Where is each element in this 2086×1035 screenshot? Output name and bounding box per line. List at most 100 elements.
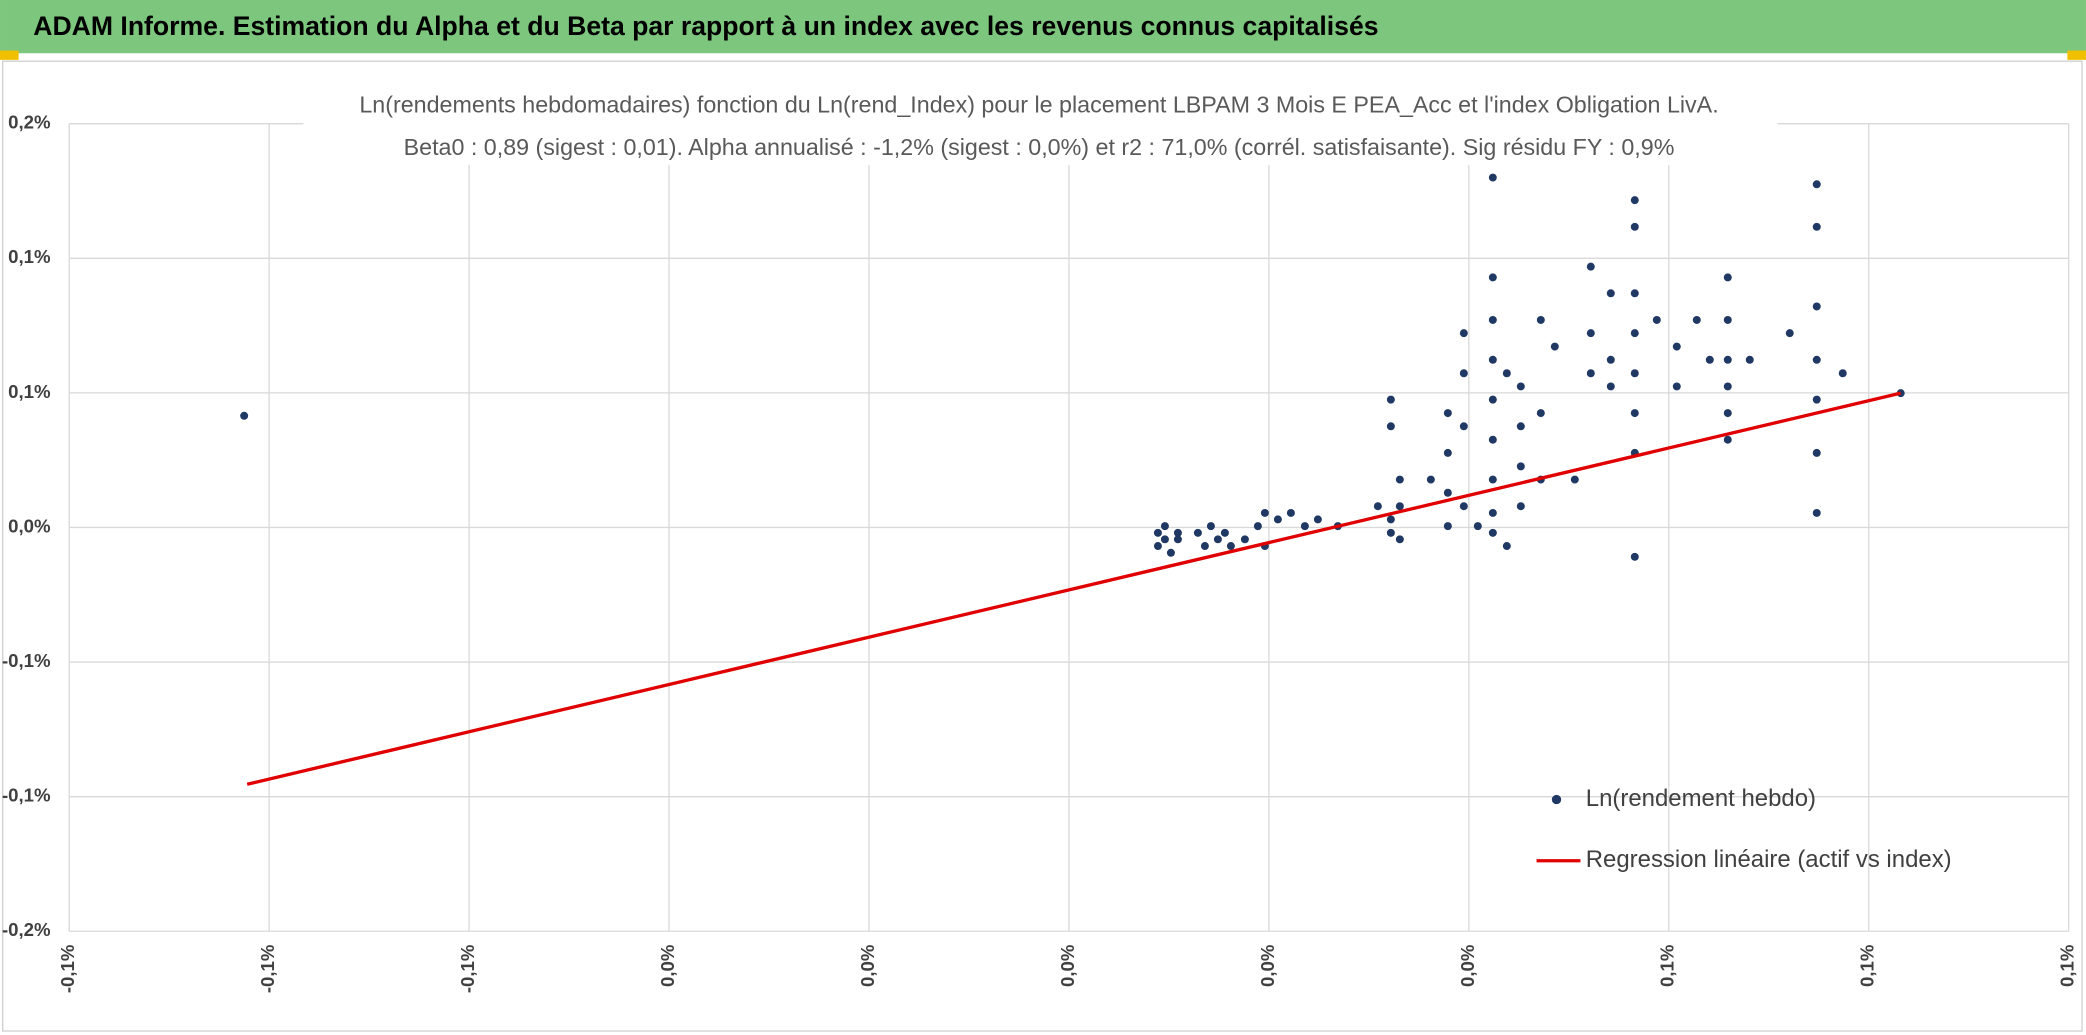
scatter-point xyxy=(1606,355,1615,364)
y-tick-label: 0,1% xyxy=(8,246,51,267)
scatter-point xyxy=(1488,315,1497,324)
scatter-point xyxy=(1812,508,1821,517)
y-tick-label: 0,0% xyxy=(8,515,51,536)
scatter-point xyxy=(1812,180,1821,189)
scatter-point xyxy=(1488,173,1497,182)
x-tick-label: 0,0% xyxy=(1457,944,1478,987)
x-tick-label: 0,1% xyxy=(1857,944,1878,987)
scatter-point xyxy=(240,411,249,420)
scatter-point xyxy=(1630,409,1639,418)
scatter-point xyxy=(1723,315,1732,324)
scatter-point xyxy=(1838,369,1847,378)
scatter-point xyxy=(1160,535,1169,544)
scatter-point xyxy=(1260,508,1269,517)
scatter-point xyxy=(1723,435,1732,444)
chart-subtitle: Beta0 : 0,89 (sigest : 0,01). Alpha annu… xyxy=(404,134,1675,160)
title-background xyxy=(303,87,1778,165)
scatter-point xyxy=(1173,528,1182,537)
scatter-point xyxy=(1459,369,1468,378)
scatter-point xyxy=(1502,369,1511,378)
legend-label: Regression linéaire (actif vs index) xyxy=(1586,846,1952,873)
scatter-point xyxy=(1536,409,1545,418)
scatter-point xyxy=(1426,475,1435,484)
x-tick-label: -0,1% xyxy=(257,944,278,993)
x-tick-label: -0,1% xyxy=(457,944,478,993)
scatter-point xyxy=(1488,395,1497,404)
line-series xyxy=(246,391,1902,786)
scatter-point xyxy=(1488,355,1497,364)
scatter-point xyxy=(1373,502,1382,511)
x-tick-label: 0,0% xyxy=(857,944,878,987)
scatter-point xyxy=(1395,535,1404,544)
x-tick-label: 0,0% xyxy=(1257,944,1278,987)
scatter-point xyxy=(1395,502,1404,511)
scatter-point xyxy=(1812,355,1821,364)
scatter-point xyxy=(1166,548,1175,557)
scatter-point xyxy=(1630,552,1639,561)
scatter-point xyxy=(1443,522,1452,531)
scatter-point xyxy=(1386,422,1395,431)
scatter-point xyxy=(1812,302,1821,311)
scatter-point xyxy=(1570,475,1579,484)
scatter-point xyxy=(1692,315,1701,324)
scatter-point xyxy=(1630,196,1639,205)
scatter-point xyxy=(1606,382,1615,391)
y-tick-label: -0,1% xyxy=(2,785,51,806)
scatter-point xyxy=(1488,435,1497,444)
scatter-point xyxy=(1652,315,1661,324)
scatter-point xyxy=(1473,522,1482,531)
scatter-point xyxy=(1586,329,1595,338)
scatter-point xyxy=(1812,222,1821,231)
y-tick-label: 0,2% xyxy=(8,112,51,133)
scatter-point xyxy=(1705,355,1714,364)
scatter-point xyxy=(1193,528,1202,537)
scatter-point xyxy=(1459,329,1468,338)
scatter-point xyxy=(1630,222,1639,231)
scatter-point xyxy=(1723,355,1732,364)
scatter-point xyxy=(1206,522,1215,531)
y-tick-label: -0,2% xyxy=(2,919,51,940)
scatter-point xyxy=(1300,522,1309,531)
scatter-point xyxy=(1153,528,1162,537)
scatter-point xyxy=(1200,542,1209,551)
scatter-point xyxy=(1386,528,1395,537)
scatter-point xyxy=(1395,475,1404,484)
scatter-point xyxy=(1502,542,1511,551)
x-tick-label: 0,1% xyxy=(1657,944,1678,987)
corner-mark xyxy=(0,50,19,60)
scatter-point xyxy=(1723,409,1732,418)
scatter-point xyxy=(1536,315,1545,324)
scatter-point xyxy=(1488,273,1497,282)
plot-area: -0,1% -0,1% -0,1% 0,0% 0,0% 0,0% 0,0% 0,0% 0,1% 0… xyxy=(2,112,2078,994)
scatter-point xyxy=(1630,329,1639,338)
scatter-point xyxy=(1153,542,1162,551)
chart-frame xyxy=(2,60,2083,1032)
corner-mark xyxy=(2067,50,2086,60)
scatter-point xyxy=(1812,395,1821,404)
scatter-point xyxy=(1240,535,1249,544)
x-tick-label: 0,0% xyxy=(1057,944,1078,987)
scatter-point xyxy=(1459,422,1468,431)
scatter-point xyxy=(1226,542,1235,551)
scatter-point xyxy=(1606,289,1615,298)
scatter-point xyxy=(1488,475,1497,484)
legend-label: Ln(rendement hebdo) xyxy=(1586,785,1816,812)
scatter-point xyxy=(1443,448,1452,457)
scatter-point xyxy=(1516,422,1525,431)
scatter-point xyxy=(1253,522,1262,531)
chart-title: Ln(rendements hebdomadaires) fonction du… xyxy=(359,92,1718,118)
scatter-point xyxy=(1672,342,1681,351)
scatter-point xyxy=(1550,342,1559,351)
x-tick-label: 0,1% xyxy=(2057,944,2078,987)
legend-swatch xyxy=(1551,794,1562,805)
y-tick-label: -0,1% xyxy=(2,650,51,671)
scatter-point xyxy=(1443,409,1452,418)
header-bar xyxy=(0,0,2086,54)
header-title: ADAM Informe. Estimation du Alpha et du … xyxy=(33,11,1378,41)
scatter-point xyxy=(1488,508,1497,517)
x-tick-label: -0,1% xyxy=(57,944,78,993)
y-tick-label: 0,1% xyxy=(8,381,51,402)
